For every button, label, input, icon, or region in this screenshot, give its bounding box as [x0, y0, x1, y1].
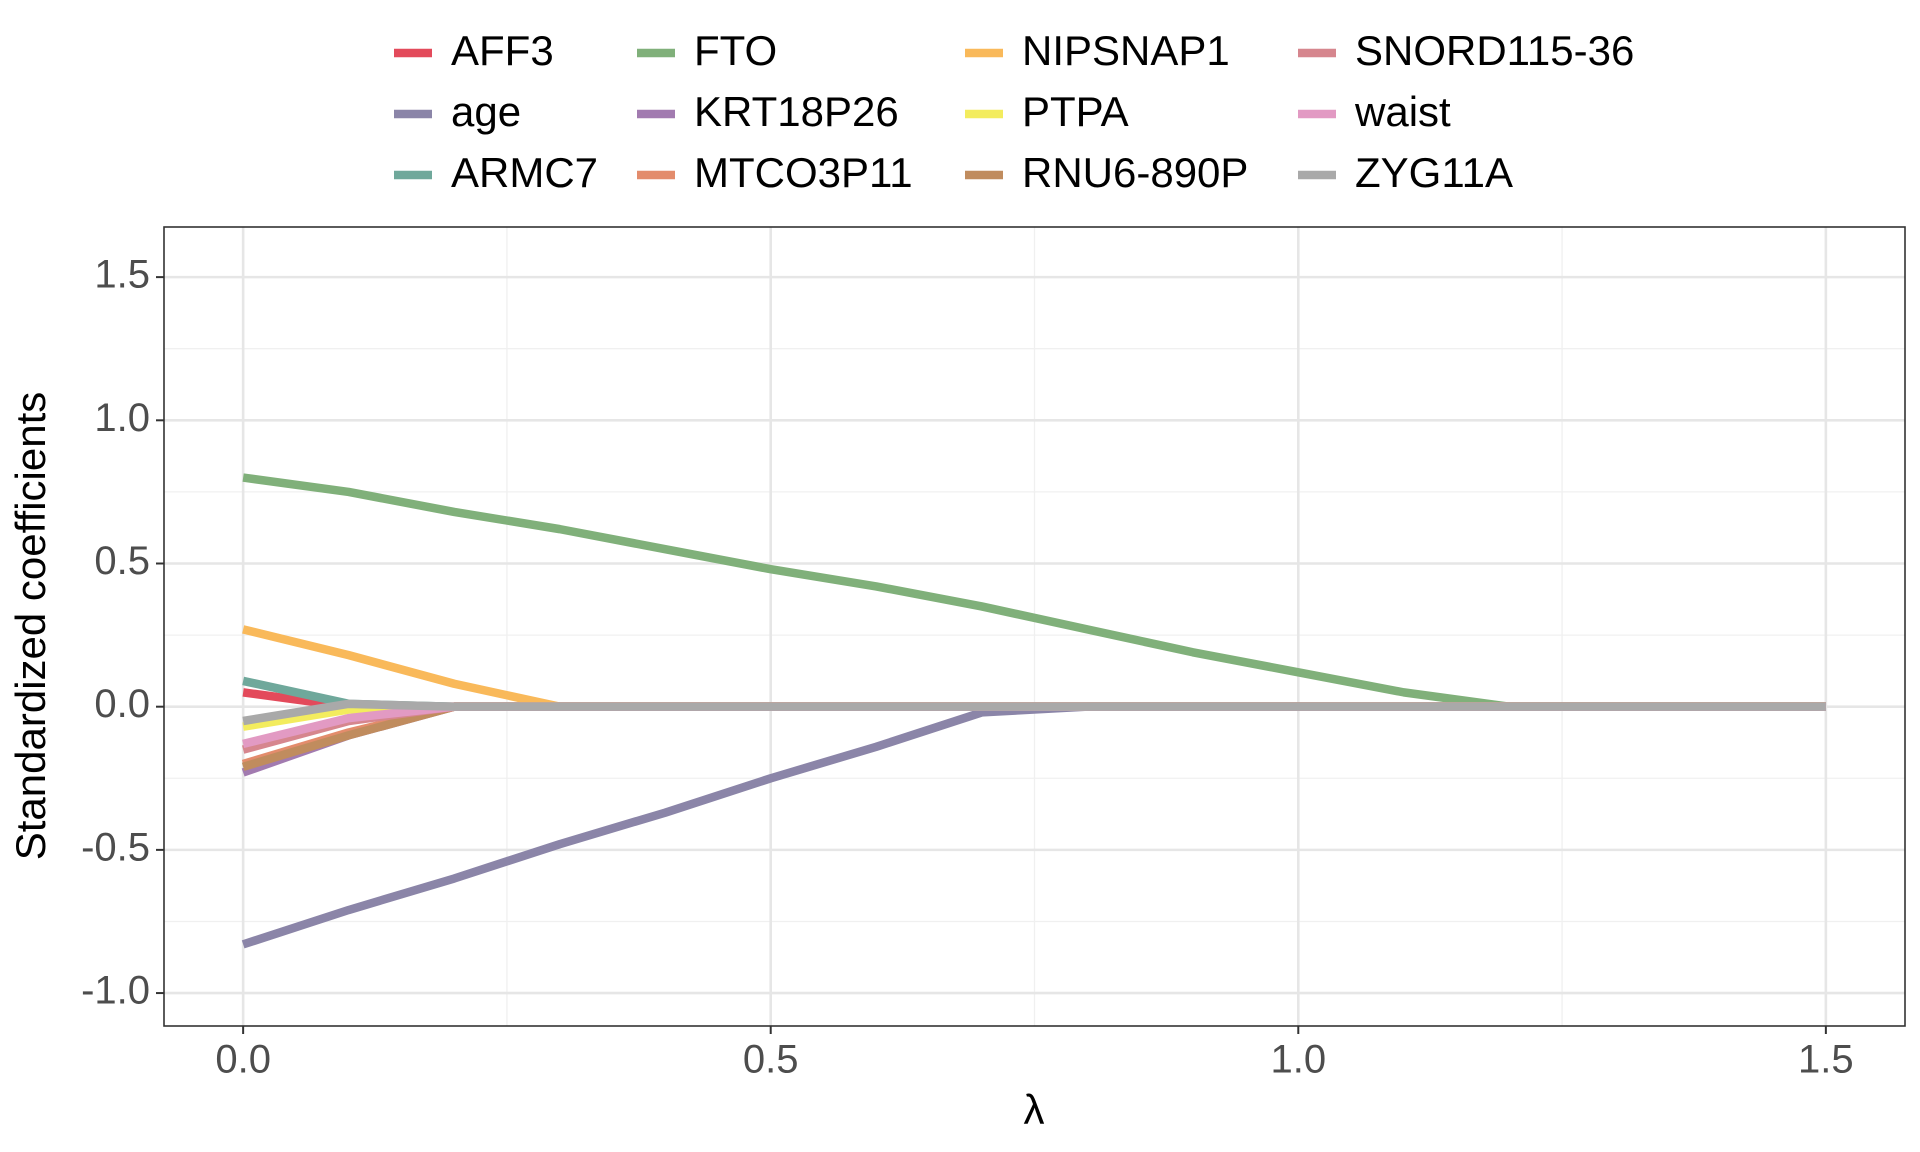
panel-border — [163, 226, 1906, 1027]
legend-label: ARMC7 — [451, 149, 598, 196]
y-axis-title: Standardized coefficients — [7, 392, 54, 861]
legend-label: RNU6-890P — [1022, 149, 1248, 196]
y-tick-label: 0.0 — [94, 682, 150, 726]
x-tick-label: 1.0 — [1270, 1038, 1326, 1082]
legend-label: PTPA — [1022, 88, 1129, 135]
series-line — [242, 699, 1826, 726]
y-tick-label: -1.0 — [81, 969, 150, 1013]
y-tick-label: -0.5 — [81, 825, 150, 869]
y-tick-label: 1.5 — [94, 253, 150, 297]
y-tick-label: 0.5 — [94, 539, 150, 583]
legend-label: KRT18P26 — [694, 88, 899, 135]
legend-label: age — [451, 88, 521, 135]
legend-label: FTO — [694, 27, 777, 74]
x-tick-label: 0.5 — [743, 1038, 799, 1082]
legend-label: NIPSNAP1 — [1022, 27, 1230, 74]
y-tick-label: 1.0 — [94, 396, 150, 440]
legend-label: SNORD115-36 — [1355, 27, 1634, 74]
legend-label: AFF3 — [451, 27, 554, 74]
legend-label: MTCO3P11 — [694, 149, 913, 196]
legend-label: ZYG11A — [1355, 149, 1513, 196]
x-tick-label: 0.0 — [215, 1038, 271, 1082]
x-axis-title: λ — [1024, 1086, 1045, 1133]
x-tick-label: 1.5 — [1798, 1038, 1854, 1082]
legend-label: waist — [1354, 88, 1451, 135]
